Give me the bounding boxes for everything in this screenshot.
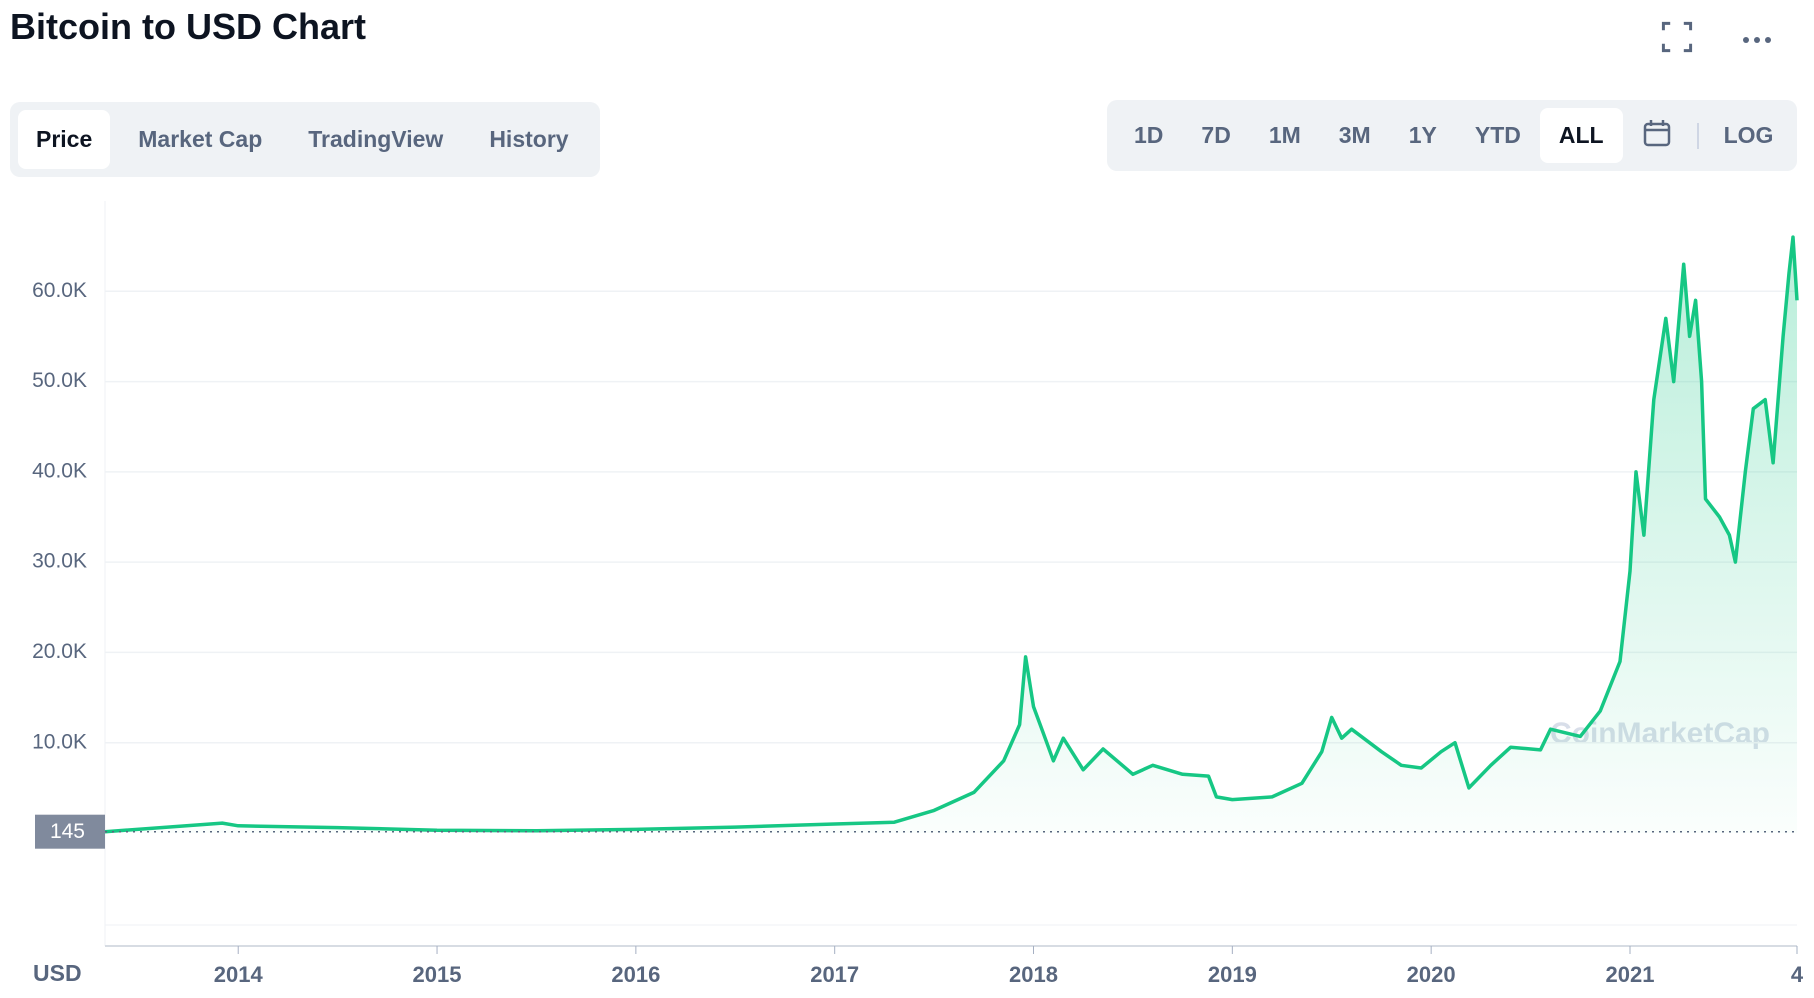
range-button[interactable]: 3M [1338, 122, 1371, 148]
y-tick-label: 20.0K [32, 640, 87, 663]
y-tick-label: 40.0K [32, 459, 87, 482]
range-button[interactable]: 1Y [1408, 122, 1437, 148]
price-area [105, 237, 1797, 834]
tab[interactable]: History [489, 126, 569, 152]
x-tick-label: 2016 [611, 962, 660, 987]
calendar-icon [1643, 119, 1670, 146]
log-button[interactable]: LOG [1723, 122, 1774, 148]
calendar-button[interactable] [1623, 104, 1691, 168]
price-line [104, 235, 1799, 834]
x-tick-label: 2015 [413, 962, 462, 987]
range-button[interactable]: ALL [1539, 108, 1623, 163]
fullscreen-icon[interactable] [1660, 20, 1730, 60]
range-button[interactable]: 7D [1201, 122, 1231, 148]
tab[interactable]: Market Cap [138, 126, 263, 152]
y-tick-label: 30.0K [32, 550, 87, 573]
y-tick-label: 10.0K [32, 730, 87, 753]
x-tick-label: 2019 [1208, 962, 1257, 987]
range-bar: 1D 7D 1M 3M 1Y YTD ALL LOG [1107, 100, 1797, 171]
x-tick-label: 2020 [1407, 962, 1456, 987]
range-button[interactable]: 1M [1268, 122, 1301, 148]
x-tick-label: 2018 [1009, 962, 1058, 987]
x-tick-label: 2017 [810, 962, 859, 987]
y-tick-label: 50.0K [32, 369, 87, 392]
y-tick-label: 60.0K [32, 279, 87, 302]
range-button[interactable]: 1D [1134, 122, 1164, 148]
reference-label: 145 [50, 820, 85, 843]
tab[interactable]: Price [18, 110, 111, 169]
more-icon[interactable] [1740, 30, 1780, 50]
x-tick-label: 2014 [214, 962, 264, 987]
page-title: Bitcoin to USD Chart [10, 6, 366, 47]
separator [1696, 122, 1699, 149]
range-button[interactable]: YTD [1474, 122, 1521, 148]
x-tick-label: 4 [1791, 962, 1804, 987]
reference-badge [35, 814, 105, 849]
x-tick-label: 2021 [1606, 962, 1655, 987]
tab-bar: Price Market Cap TradingView History [10, 102, 600, 177]
tab[interactable]: TradingView [308, 126, 444, 152]
currency-label: USD [33, 960, 82, 986]
